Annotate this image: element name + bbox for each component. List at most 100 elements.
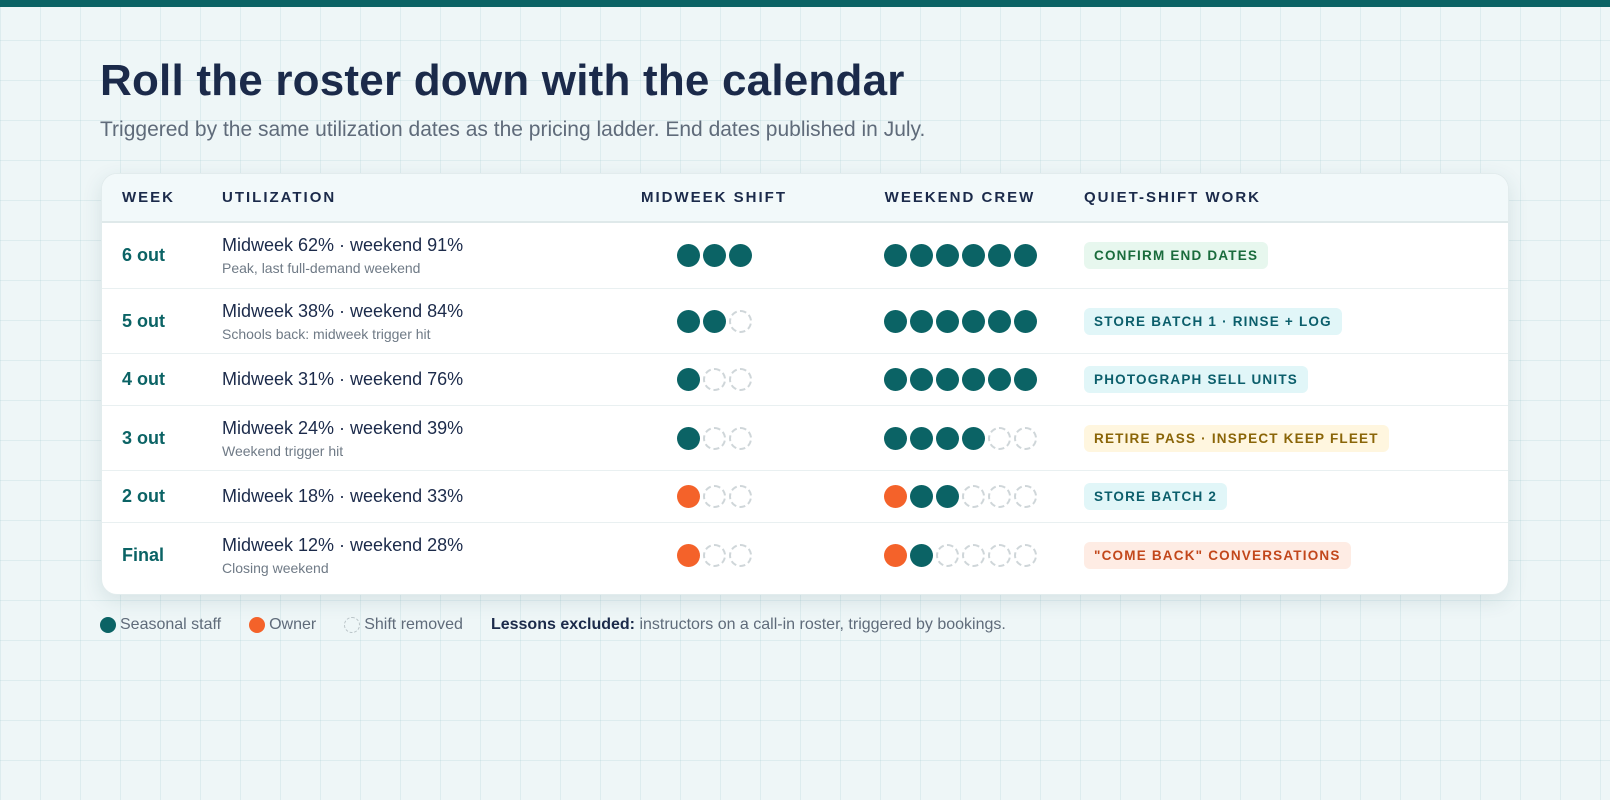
utilization-note: Closing weekend [222,560,329,576]
utilization-note: Schools back: midweek trigger hit [222,325,431,342]
seasonal-staff-dot-icon [883,244,907,267]
table-row: Final Midweek 12% · weekend 28% Closing we… [102,523,1508,588]
table-row: 4 out Midweek 31% · weekend 76% PHOTOGRAPH… [102,354,1508,406]
utilization-note: Weekend trigger hit [222,442,344,459]
seasonal-staff-dot-icon [1013,368,1037,391]
quiet-shift-task-badge: PHOTOGRAPH SELL UNITS [1084,366,1308,393]
weekend-crew-dots [883,309,1037,333]
seasonal-staff-dot-icon [702,244,726,267]
header-quiet-shift-work: QUIET-SHIFT WORK [1084,189,1261,206]
seasonal-staff-dot-icon [883,426,907,450]
header-weekend-crew: WEEKEND CREW [884,189,1036,206]
weekend-crew-dots [883,244,1037,267]
header-midweek-shift: MIDWEEK SHIFT [641,189,787,206]
seasonal-staff-dot-icon [909,485,933,508]
table-row: 2 out Midweek 18% · weekend 33% STORE BATC… [102,471,1508,523]
week-label: 5 out [122,310,165,331]
midweek-shift-dots [676,309,752,333]
table-row: 5 out Midweek 38% · weekend 84% Schools ba… [102,289,1508,354]
quiet-shift-task-badge: CONFIRM END DATES [1084,242,1269,269]
shift-removed-dot-icon [987,426,1011,450]
seasonal-staff-dot-icon [987,244,1011,267]
shift-removed-dot-icon [702,426,726,450]
legend-owner-label: Owner [269,616,317,633]
week-label: 6 out [122,245,165,265]
shift-removed-dot-icon [702,544,726,567]
owner-dot-icon [883,544,907,567]
seasonal-staff-dot-icon [883,309,907,333]
seasonal-staff-dot-icon [909,544,933,567]
utilization-value: Midweek 62% · weekend 91% [222,235,464,255]
shift-removed-dot-icon [728,485,752,508]
table-row: 3 out Midweek 24% · weekend 39% Weekend tr… [102,406,1508,471]
page-title: Roll the roster down with the calendar [100,56,905,105]
utilization-cell: Midweek 18% · weekend 33% [222,486,588,507]
utilization-cell: Midweek 62% · weekend 91% Peak, last full… [222,235,588,276]
seasonal-staff-dot-icon [935,426,959,450]
legend-owner: Owner [249,616,316,634]
shift-removed-dot-icon [1013,544,1037,567]
shift-removed-dot-icon [1013,485,1037,508]
utilization-note: Peak, last full-demand weekend [222,260,421,276]
shift-removed-dot-icon [702,485,726,508]
utilization-cell: Midweek 38% · weekend 84% Schools back: m… [222,301,588,342]
utilization-value: Midweek 38% · weekend 84% [222,300,464,321]
shift-removed-dot-icon [702,368,726,391]
seasonal-staff-dot-icon [909,368,933,391]
utilization-value: Midweek 24% · weekend 39% [222,417,464,438]
legend-note-text: instructors on a call-in roster, trigger… [635,616,1006,633]
utilization-cell: Midweek 31% · weekend 76% [222,369,588,390]
seasonal-staff-dot-icon [702,309,726,333]
midweek-shift-dots [676,426,752,450]
legend-seasonal-staff-label: Seasonal staff [120,616,222,633]
seasonal-staff-dot-icon [676,244,700,267]
midweek-shift-dots [676,244,752,267]
seasonal-staff-dot-icon [100,617,116,633]
week-label: 3 out [122,427,165,448]
table-row: 6 out Midweek 62% · weekend 91% Peak, last… [102,223,1508,289]
seasonal-staff-dot-icon [676,309,700,333]
owner-dot-icon [249,617,266,633]
seasonal-staff-dot-icon [935,368,959,391]
table-body: 6 out Midweek 62% · weekend 91% Peak, last… [102,223,1508,588]
shift-removed-dot-icon [961,485,985,508]
shift-removed-dot-icon [935,544,959,567]
seasonal-staff-dot-icon [987,309,1011,333]
seasonal-staff-dot-icon [909,309,933,333]
header-utilization: UTILIZATION [222,189,337,206]
owner-dot-icon [676,544,700,567]
week-label: 2 out [122,486,165,506]
legend-seasonal-staff: Seasonal staff [100,616,221,634]
utilization-cell: Midweek 12% · weekend 28% Closing weekend [222,535,588,576]
midweek-shift-dots [676,368,752,391]
shift-removed-dot-icon [961,544,985,567]
seasonal-staff-dot-icon [728,244,752,267]
seasonal-staff-dot-icon [935,485,959,508]
week-label: 4 out [122,369,165,389]
midweek-shift-dots [676,544,752,567]
shift-removed-dot-icon [728,544,752,567]
shift-removed-dot-icon [987,544,1011,567]
seasonal-staff-dot-icon [676,426,700,450]
shift-removed-dot-icon [987,485,1011,508]
shift-removed-dot-icon [728,426,752,450]
shift-removed-dot-icon [344,617,361,633]
utilization-value: Midweek 31% · weekend 76% [222,369,464,389]
header-week: WEEK [122,189,175,206]
roster-table: WEEK UTILIZATION MIDWEEK SHIFT WEEKEND C… [101,173,1509,595]
seasonal-staff-dot-icon [1013,244,1037,267]
legend-note: Lessons excluded: instructors on a call-… [491,616,1006,634]
weekend-crew-dots [883,426,1037,450]
legend-shift-removed: Shift removed [344,616,463,634]
shift-removed-dot-icon [1013,426,1037,450]
legend-shift-removed-label: Shift removed [364,616,463,633]
weekend-crew-dots [883,544,1037,567]
page-subtitle: Triggered by the same utilization dates … [100,118,926,141]
utilization-value: Midweek 12% · weekend 28% [222,535,464,555]
legend: Seasonal staff Owner Shift removed Lesso… [100,616,1400,634]
quiet-shift-task-badge: "COME BACK" CONVERSATIONS [1084,542,1351,569]
seasonal-staff-dot-icon [961,244,985,267]
seasonal-staff-dot-icon [987,368,1011,391]
seasonal-staff-dot-icon [961,309,985,333]
week-label: Final [122,545,165,565]
